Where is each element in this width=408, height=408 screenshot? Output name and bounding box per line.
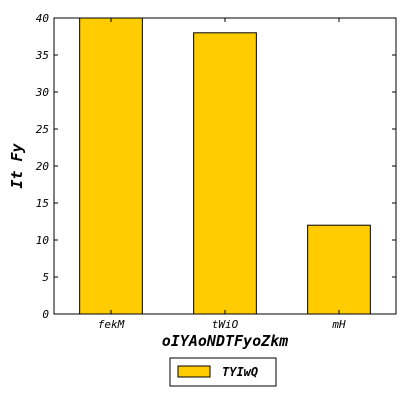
y-tick-label: 25 — [36, 123, 49, 136]
y-tick-label: 20 — [36, 160, 50, 173]
bars-group — [79, 17, 371, 315]
x-axis-ticks: fekM tWiO mH — [98, 18, 346, 331]
x-tick-label: tWiO — [212, 318, 239, 331]
x-tick-label: mH — [331, 318, 346, 331]
y-axis-title: It Fy — [8, 142, 26, 188]
legend-swatch — [177, 365, 211, 378]
bar-mH — [307, 224, 371, 315]
y-tick-label: 15 — [36, 197, 49, 210]
y-tick-label: 35 — [35, 49, 49, 62]
legend-label: TYIwQ — [222, 365, 258, 379]
x-tick-label: fekM — [98, 318, 125, 331]
y-tick-label: 5 — [42, 271, 49, 284]
legend: TYIwQ — [169, 357, 277, 387]
bar-tWiO — [193, 32, 257, 315]
y-tick-label: 10 — [36, 234, 50, 247]
bar-fekM — [79, 17, 143, 315]
y-tick-label: 40 — [36, 12, 50, 25]
y-axis-ticks: 0 5 10 15 20 25 30 35 40 — [35, 12, 396, 321]
y-tick-label: 30 — [35, 86, 50, 99]
y-tick-label: 0 — [42, 308, 49, 321]
x-axis-title: oIYAoNDTFyoZkm — [162, 332, 288, 350]
